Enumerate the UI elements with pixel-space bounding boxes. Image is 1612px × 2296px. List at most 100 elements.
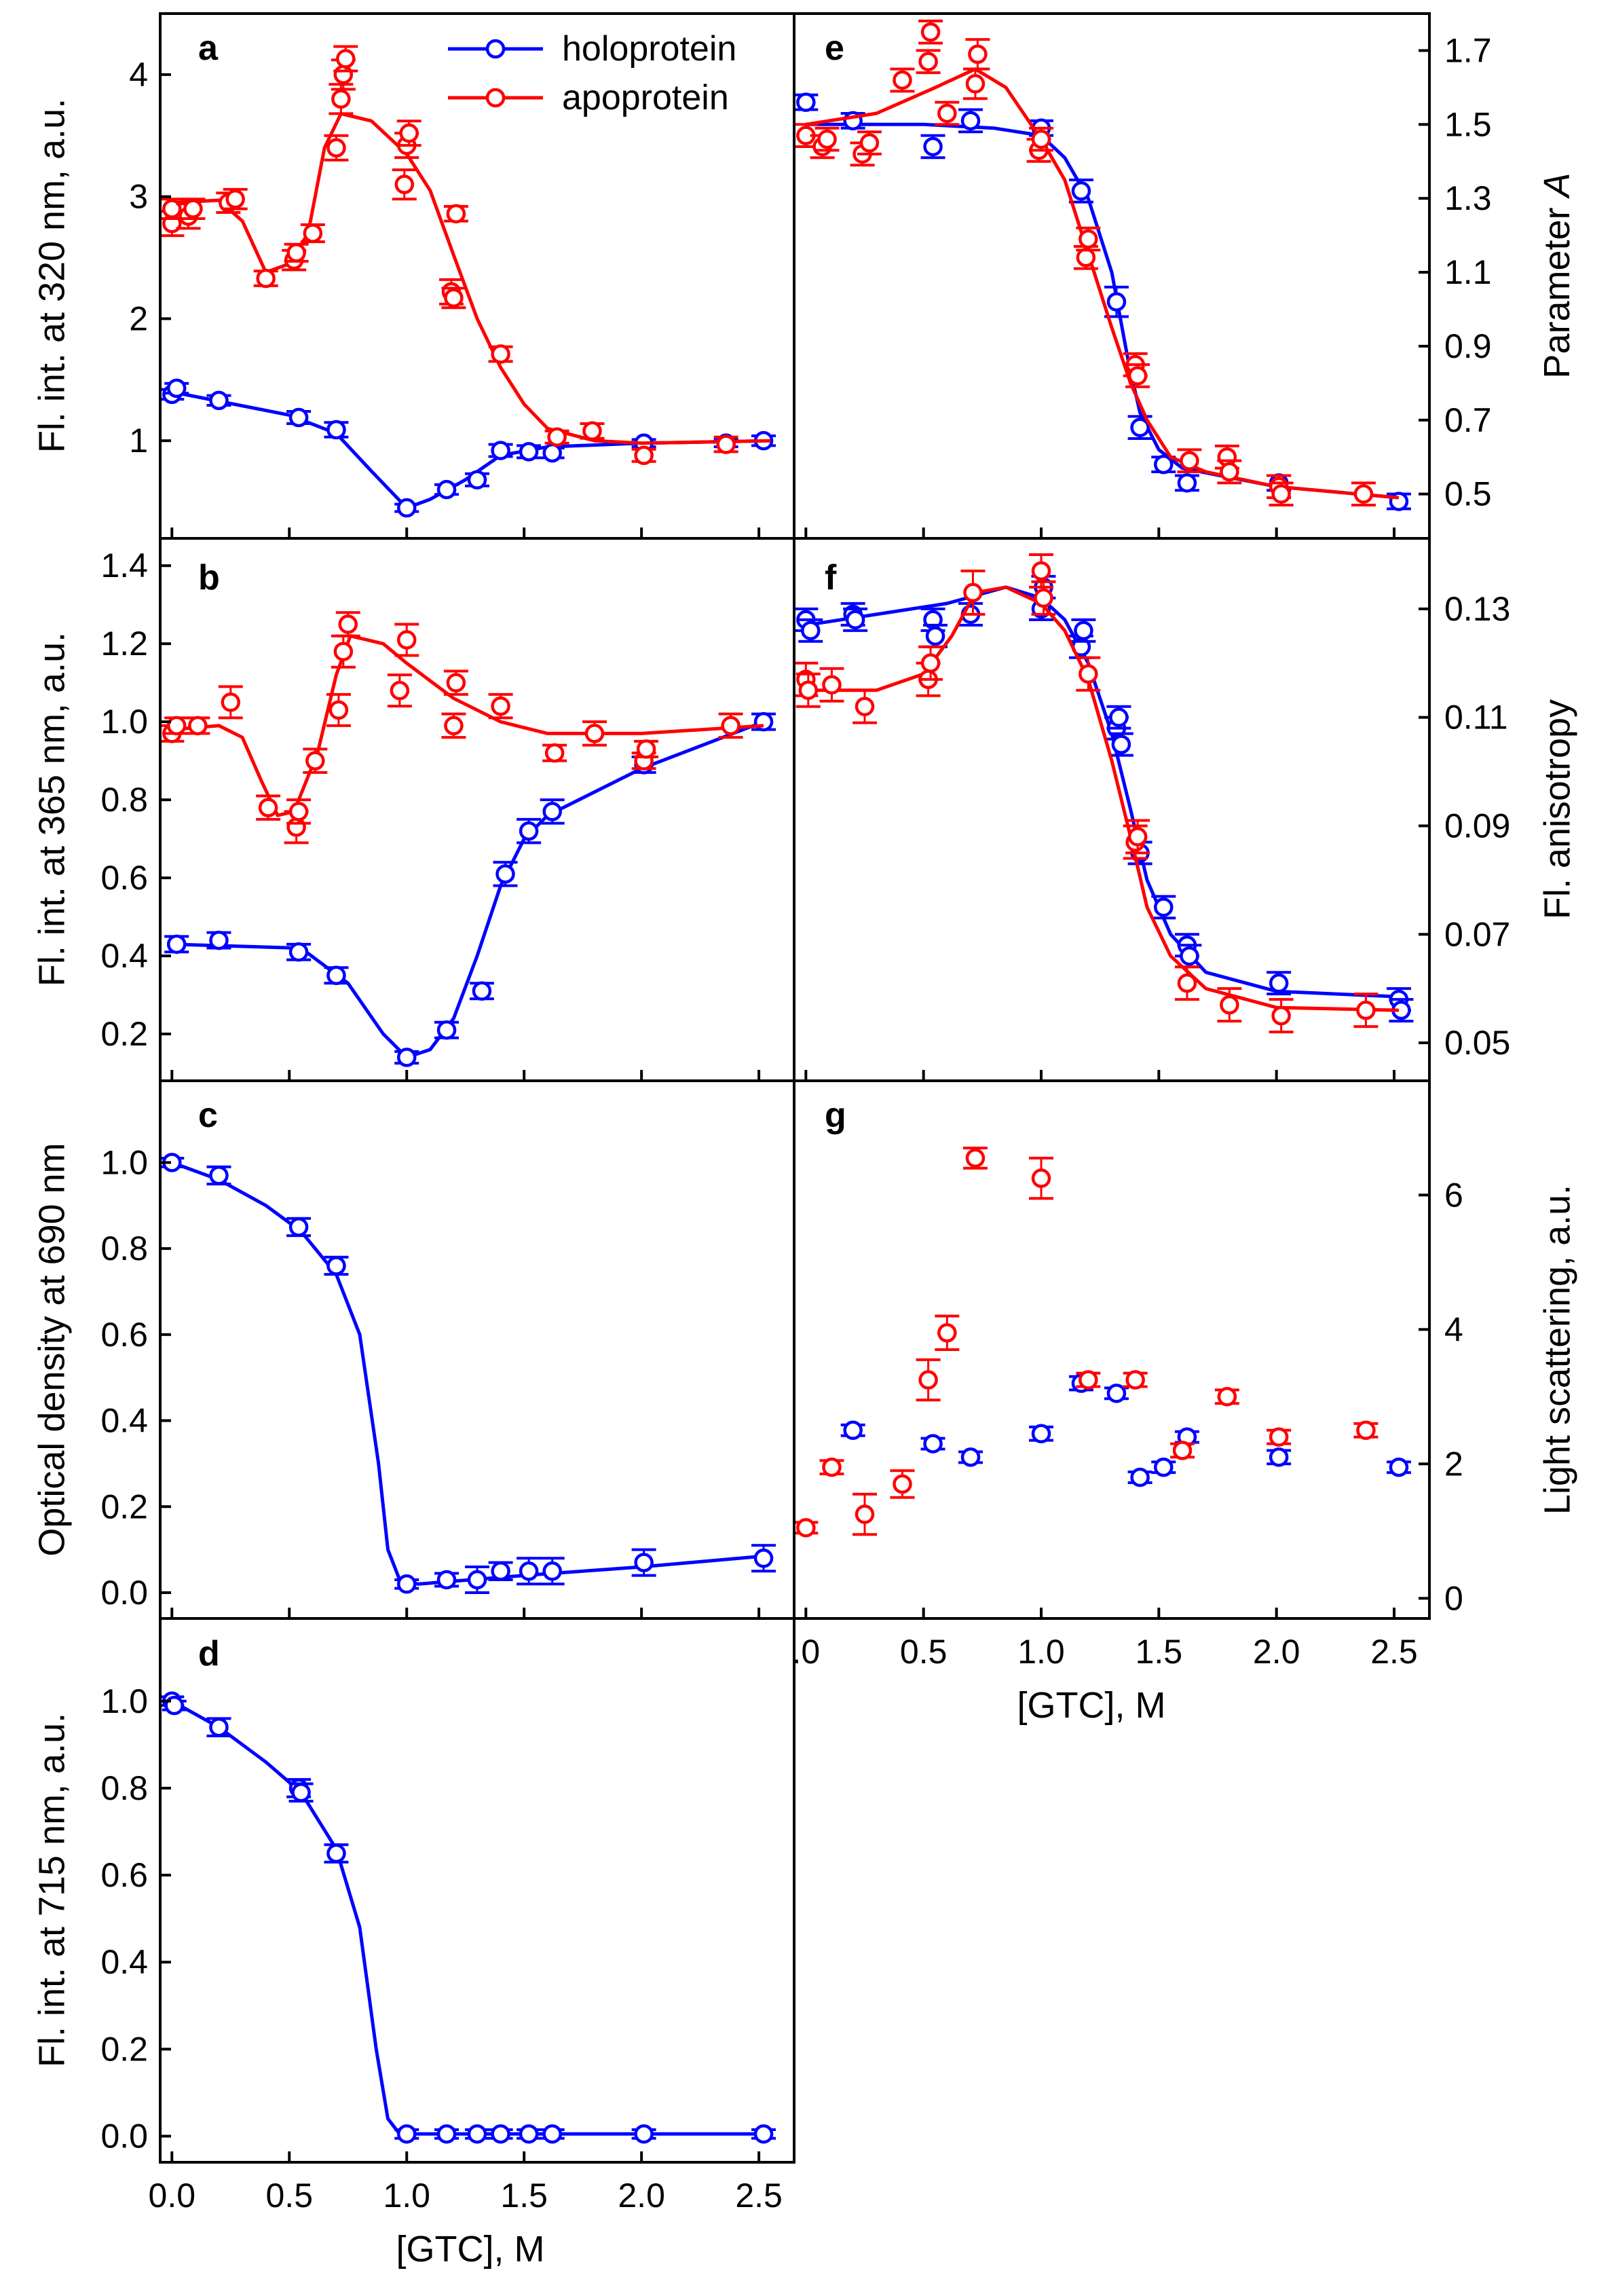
- holoprotein-marker: [436, 479, 457, 500]
- holoprotein-marker: [843, 1420, 863, 1441]
- holoprotein-point: [798, 618, 823, 643]
- y-tick-label-g: 6: [1444, 1176, 1463, 1214]
- holoprotein-point: [286, 1217, 312, 1238]
- holoprotein-marker: [288, 942, 309, 962]
- holoprotein-marker: [923, 136, 943, 157]
- panel-c: [160, 1153, 776, 1594]
- x-tick-label-d: 2.0: [618, 2177, 665, 2215]
- holoprotein-marker: [326, 1256, 346, 1276]
- holoprotein-marker: [925, 626, 945, 646]
- holoprotein-marker: [796, 92, 816, 112]
- holoprotein-marker: [1074, 621, 1093, 641]
- holoprotein-point: [1386, 492, 1411, 511]
- holoprotein-point: [920, 134, 945, 160]
- apoprotein-marker: [1031, 1168, 1051, 1188]
- holoprotein-marker: [753, 1549, 774, 1568]
- y-tick-label-g: 0: [1444, 1579, 1463, 1617]
- apoprotein-point: [918, 645, 943, 681]
- apoprotein-marker: [1356, 1000, 1376, 1020]
- apoprotein-point: [1170, 1441, 1195, 1460]
- panel-letter-a: a: [198, 29, 219, 68]
- apoprotein-marker: [1271, 1005, 1291, 1026]
- apoprotein-marker: [326, 138, 346, 158]
- holoprotein-marker: [491, 1561, 510, 1581]
- apoprotein-marker: [491, 696, 510, 716]
- apoprotein-marker: [855, 1504, 875, 1524]
- apoprotein-marker: [817, 129, 837, 149]
- apoprotein-point: [218, 685, 243, 720]
- apoprotein-point: [223, 187, 248, 210]
- holoprotein-marker: [542, 443, 562, 463]
- y-axis-title-d: Fl. int. at 715 nm, a.u.: [31, 1713, 72, 2067]
- apoprotein-point: [819, 667, 844, 703]
- x-tick-label-g: .0: [791, 1633, 820, 1671]
- x-tick-label-d: 1.0: [383, 2177, 430, 2215]
- text-layer: 1 2 3 4 a Fl. int. at 320 nm, a.u. holoprotein…: [31, 29, 1577, 2270]
- holoprotein-marker: [634, 1553, 654, 1572]
- y-tick-label-c: 0.8: [100, 1229, 148, 1267]
- y-tick-label-d: 1.0: [100, 1682, 148, 1720]
- holoprotein-marker: [396, 1048, 417, 1067]
- apoprotein-marker: [1079, 664, 1098, 684]
- apoprotein-point: [1029, 126, 1053, 152]
- holoprotein-point: [394, 498, 419, 518]
- holoprotein-marker: [634, 2124, 654, 2144]
- holoprotein-marker: [519, 821, 539, 841]
- panel-plot-area-g: [794, 1147, 1411, 1538]
- apoprotein-marker: [491, 344, 510, 364]
- holoprotein-point: [1104, 1384, 1129, 1403]
- y-tick-label-b: 1.0: [100, 703, 148, 741]
- apoprotein-marker: [286, 817, 306, 837]
- apoprotein-point: [441, 286, 466, 310]
- holoprotein-marker: [923, 1434, 943, 1453]
- holoprotein-point: [920, 1434, 945, 1453]
- holoprotein-point: [206, 930, 231, 950]
- apoprotein-marker: [1220, 995, 1239, 1015]
- apoprotein-point: [852, 688, 877, 724]
- y-tick-label-g: 4: [1444, 1310, 1463, 1348]
- holoprotein-point: [751, 1544, 776, 1573]
- holoprotein-fit-curve: [806, 122, 1400, 500]
- holoprotein-marker: [209, 390, 229, 411]
- apoprotein-point: [542, 743, 567, 763]
- holoprotein-point: [540, 443, 565, 463]
- apoprotein-marker: [859, 133, 880, 153]
- apoprotein-point: [1125, 363, 1150, 388]
- panel-plot-area-f: [794, 553, 1414, 1034]
- apoprotein-marker: [286, 243, 306, 263]
- apoprotein-point: [1269, 998, 1294, 1034]
- holoprotein-point: [1106, 705, 1131, 730]
- holoprotein-point: [206, 1717, 231, 1738]
- apoprotein-point: [631, 445, 656, 466]
- holoprotein-marker: [396, 498, 417, 518]
- apoprotein-point: [1351, 481, 1376, 507]
- holoprotein-point: [1174, 473, 1199, 493]
- apoprotein-marker: [1079, 1370, 1098, 1390]
- y-tick-label-e: 1.3: [1444, 179, 1492, 217]
- x-tick-label-g: 1.5: [1136, 1633, 1183, 1671]
- holoprotein-marker: [960, 111, 981, 131]
- apoprotein-point: [1123, 1370, 1148, 1390]
- legend-marker-apoprotein: [485, 88, 506, 108]
- apoprotein-point: [1076, 656, 1101, 692]
- holoprotein-marker: [1177, 473, 1197, 493]
- apoprotein-marker: [333, 642, 354, 661]
- holoprotein-marker: [491, 441, 510, 460]
- holoprotein-marker: [288, 1217, 309, 1237]
- panel-plot-area-b: [160, 611, 776, 1067]
- apoprotein-point: [960, 569, 986, 616]
- holoprotein-point: [1267, 1447, 1292, 1467]
- apoprotein-marker: [1127, 366, 1148, 386]
- y-tick-label-e: 0.5: [1444, 475, 1492, 513]
- holoprotein-point: [1127, 1467, 1152, 1487]
- holoprotein-point: [517, 2124, 542, 2144]
- x-tick-label-g: 2.5: [1370, 1633, 1418, 1671]
- holoprotein-marker: [1180, 946, 1199, 966]
- apoprotein-point: [185, 716, 210, 736]
- panel-letter-c: c: [198, 1096, 218, 1135]
- apoprotein-point: [1217, 987, 1242, 1023]
- apoprotein-point: [965, 38, 990, 71]
- panel-plot-area-d: [160, 1691, 776, 2144]
- holoprotein-marker: [326, 1843, 346, 1864]
- y-tick-label-g: 2: [1444, 1445, 1463, 1483]
